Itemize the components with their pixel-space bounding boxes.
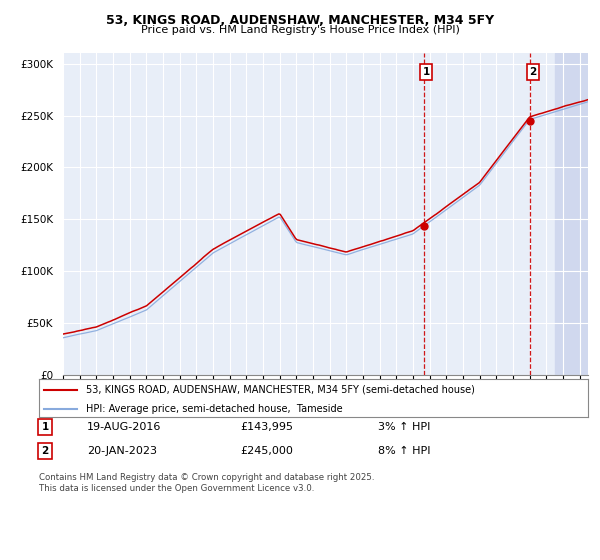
- Text: 53, KINGS ROAD, AUDENSHAW, MANCHESTER, M34 5FY (semi-detached house): 53, KINGS ROAD, AUDENSHAW, MANCHESTER, M…: [86, 385, 475, 395]
- Text: 1: 1: [41, 422, 49, 432]
- Text: 20-JAN-2023: 20-JAN-2023: [87, 446, 157, 456]
- Text: 2: 2: [41, 446, 49, 456]
- Text: Contains HM Land Registry data © Crown copyright and database right 2025.
This d: Contains HM Land Registry data © Crown c…: [39, 473, 374, 493]
- Text: £143,995: £143,995: [240, 422, 293, 432]
- Text: 19-AUG-2016: 19-AUG-2016: [87, 422, 161, 432]
- Text: 1: 1: [422, 67, 430, 77]
- Text: Price paid vs. HM Land Registry's House Price Index (HPI): Price paid vs. HM Land Registry's House …: [140, 25, 460, 35]
- Text: 2: 2: [529, 67, 536, 77]
- Bar: [554, 53, 588, 375]
- Text: £245,000: £245,000: [240, 446, 293, 456]
- Bar: [554, 53, 588, 375]
- Text: 3% ↑ HPI: 3% ↑ HPI: [378, 422, 430, 432]
- Text: 53, KINGS ROAD, AUDENSHAW, MANCHESTER, M34 5FY: 53, KINGS ROAD, AUDENSHAW, MANCHESTER, M…: [106, 14, 494, 27]
- Text: 8% ↑ HPI: 8% ↑ HPI: [378, 446, 431, 456]
- Text: HPI: Average price, semi-detached house,  Tameside: HPI: Average price, semi-detached house,…: [86, 404, 342, 414]
